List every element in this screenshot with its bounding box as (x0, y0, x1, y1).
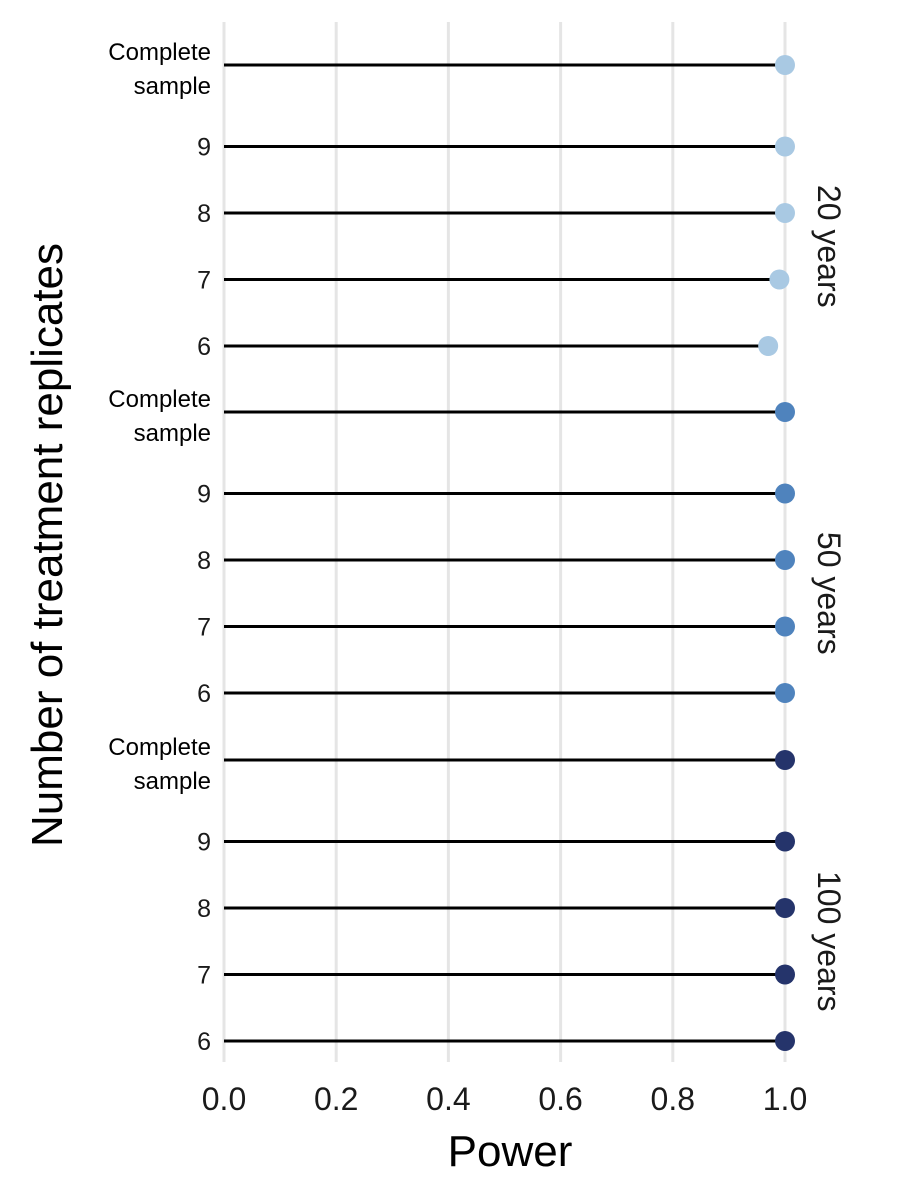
panel-label: 20 years (811, 185, 847, 308)
y-tick-label: 7 (197, 267, 211, 295)
x-tick-label: 0.4 (426, 1081, 470, 1117)
y-tick-label: 6 (197, 680, 211, 708)
y-tick-label: Complete sample (108, 39, 211, 100)
y-tick-label: 8 (197, 895, 211, 923)
x-tick-labels: 0.0 0.2 0.4 0.6 0.8 1.0 (202, 1081, 807, 1117)
data-point (769, 269, 790, 290)
data-point (758, 336, 779, 356)
data-point (775, 964, 795, 985)
data-point (775, 1031, 795, 1051)
x-tick-label: 0.8 (651, 1081, 695, 1117)
y-tick-label: Complete sample (108, 386, 211, 447)
y-tick-label: 8 (197, 200, 211, 228)
data-point (775, 136, 795, 157)
data-point (775, 898, 795, 918)
y-tick-label: 9 (197, 481, 211, 509)
y-tick-label: 6 (197, 333, 211, 361)
data-point (775, 831, 795, 852)
y-tick-label: 9 (197, 829, 211, 857)
stems (224, 63, 785, 1043)
data-point (775, 550, 795, 570)
y-tick-label: 9 (197, 134, 211, 162)
y-tick-labels: Complete sample 9 8 7 6 Complete sample 9 8 7 6 Comp… (108, 39, 211, 1056)
y-tick-label: Complete sample (108, 734, 211, 795)
panel-label: 50 years (811, 532, 847, 655)
points (758, 55, 795, 1051)
x-tick-label: 1.0 (763, 1081, 807, 1117)
panel-labels: 20 years 50 years 100 years (811, 185, 847, 1012)
x-tick-label: 0.6 (538, 1081, 582, 1117)
x-axis-title: Power (448, 1127, 573, 1176)
x-tick-label: 0.2 (314, 1081, 358, 1117)
data-point (775, 402, 795, 422)
data-point (775, 683, 795, 703)
panel-label: 100 years (811, 871, 847, 1012)
x-tick-label: 0.0 (202, 1081, 246, 1117)
data-point (775, 616, 795, 637)
y-axis-title: Number of treatment replicates (23, 243, 72, 847)
data-point (775, 483, 795, 504)
data-point (775, 203, 795, 223)
gridlines (222, 22, 787, 1062)
y-tick-label: 8 (197, 547, 211, 575)
y-tick-label: 6 (197, 1028, 211, 1056)
y-tick-label: 7 (197, 614, 211, 642)
data-point (775, 750, 795, 770)
y-tick-label: 7 (197, 962, 211, 990)
data-point (775, 55, 795, 75)
